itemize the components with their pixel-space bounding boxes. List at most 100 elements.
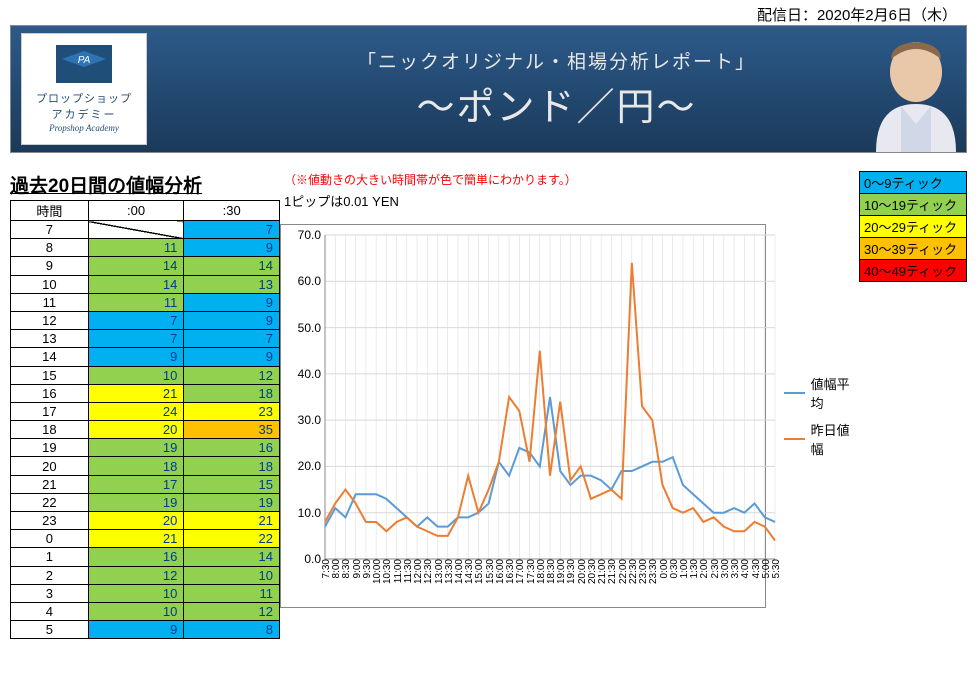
table-row: 1499	[11, 348, 280, 366]
value-cell: 14	[88, 257, 184, 275]
value-cell: 9	[88, 348, 184, 366]
value-cell: 18	[184, 384, 280, 402]
value-cell: 21	[184, 512, 280, 530]
hour-cell: 14	[11, 348, 89, 366]
legend-label: 値幅平均	[811, 374, 859, 412]
value-cell: 10	[184, 566, 280, 584]
table-row: 598	[11, 621, 280, 639]
banner-subtitle: 「ニックオリジナル・相場分析レポート」	[147, 47, 966, 74]
y-tick: 10.0	[285, 506, 325, 520]
graduation-cap-icon: PA	[56, 45, 112, 88]
x-tick: 11:00	[393, 559, 404, 583]
range-chart: 0.010.020.030.040.050.060.070.07:308:008…	[280, 224, 766, 608]
value-cell: 20	[88, 421, 184, 439]
value-cell: 12	[88, 566, 184, 584]
table-row: 191916	[11, 439, 280, 457]
x-tick: 15:00	[474, 559, 485, 584]
x-tick: 19:30	[566, 559, 577, 584]
value-cell: 9	[88, 621, 184, 639]
value-cell: 12	[184, 602, 280, 620]
value-cell: 9	[184, 311, 280, 329]
value-cell: 10	[88, 366, 184, 384]
hour-cell: 7	[11, 221, 89, 239]
hour-cell: 5	[11, 621, 89, 639]
value-cell: 7	[88, 311, 184, 329]
x-tick: 17:00	[515, 559, 526, 584]
y-tick: 30.0	[285, 413, 325, 427]
x-tick: 4:00	[740, 559, 751, 578]
value-cell: 14	[88, 275, 184, 293]
value-cell: 9	[184, 348, 280, 366]
y-tick: 70.0	[285, 228, 325, 242]
hour-cell: 11	[11, 293, 89, 311]
value-cell: 7	[88, 330, 184, 348]
logo-text-2: アカデミー	[52, 106, 117, 122]
hour-cell: 10	[11, 275, 89, 293]
legend-swatch	[784, 392, 804, 394]
y-tick: 60.0	[285, 274, 325, 288]
y-tick: 0.0	[285, 552, 325, 566]
x-tick: 13:00	[434, 559, 445, 584]
hour-cell: 20	[11, 457, 89, 475]
value-cell: 12	[184, 366, 280, 384]
table-row: 232021	[11, 512, 280, 530]
table-row: 172423	[11, 402, 280, 420]
table-row: 101413	[11, 275, 280, 293]
table-row: 21210	[11, 566, 280, 584]
x-tick: 2:30	[710, 559, 721, 578]
table-row: 182035	[11, 421, 280, 439]
value-cell: 7	[184, 330, 280, 348]
table-header: 時間	[11, 201, 89, 221]
logo-badge-text: PA	[78, 55, 91, 66]
hour-cell: 17	[11, 402, 89, 420]
value-cell: 18	[88, 457, 184, 475]
table-header: :30	[184, 201, 280, 221]
table-row: 02122	[11, 530, 280, 548]
value-cell: 19	[88, 493, 184, 511]
value-cell: 14	[184, 548, 280, 566]
hour-cell: 3	[11, 584, 89, 602]
value-cell: 23	[184, 402, 280, 420]
value-cell: 21	[88, 530, 184, 548]
value-cell: 16	[88, 548, 184, 566]
hour-cell: 21	[11, 475, 89, 493]
table-row: 31011	[11, 584, 280, 602]
hour-cell: 1	[11, 548, 89, 566]
table-row: 8119	[11, 239, 280, 257]
x-tick: 0:00	[659, 559, 670, 578]
value-cell: 10	[88, 602, 184, 620]
value-cell: 18	[184, 457, 280, 475]
legend-swatch	[784, 438, 804, 440]
logo-text-1: プロップショップ	[36, 90, 132, 106]
legend-item: 値幅平均	[784, 374, 859, 412]
y-tick: 50.0	[285, 321, 325, 335]
banner-title: 〜ポンド／円〜	[147, 76, 966, 131]
value-cell: 11	[88, 293, 184, 311]
hour-cell: 22	[11, 493, 89, 511]
legend-band: 30〜39ティック	[860, 238, 966, 260]
value-cell: 17	[88, 475, 184, 493]
value-cell: 10	[88, 584, 184, 602]
value-cell: 19	[184, 493, 280, 511]
legend-band: 0〜9ティック	[860, 172, 966, 194]
table-row: 221919	[11, 493, 280, 511]
hour-cell: 19	[11, 439, 89, 457]
hours-table: 時間:00:30 7781199141410141311119127913771…	[10, 200, 280, 639]
legend-band: 20〜29ティック	[860, 216, 966, 238]
value-cell	[88, 221, 184, 239]
value-cell: 14	[184, 257, 280, 275]
value-cell: 20	[88, 512, 184, 530]
value-cell: 21	[88, 384, 184, 402]
legend-label: 昨日値幅	[811, 420, 859, 458]
table-row: 11614	[11, 548, 280, 566]
table-row: 211715	[11, 475, 280, 493]
banner: PA プロップショップ アカデミー Propshop Academy 「ニックオ…	[10, 25, 967, 153]
value-cell: 9	[184, 239, 280, 257]
value-cell: 16	[184, 439, 280, 457]
y-tick: 40.0	[285, 367, 325, 381]
hour-cell: 0	[11, 530, 89, 548]
person-photo	[846, 24, 966, 152]
legend-band: 40〜49ティック	[860, 260, 966, 281]
value-cell: 13	[184, 275, 280, 293]
table-row: 1377	[11, 330, 280, 348]
